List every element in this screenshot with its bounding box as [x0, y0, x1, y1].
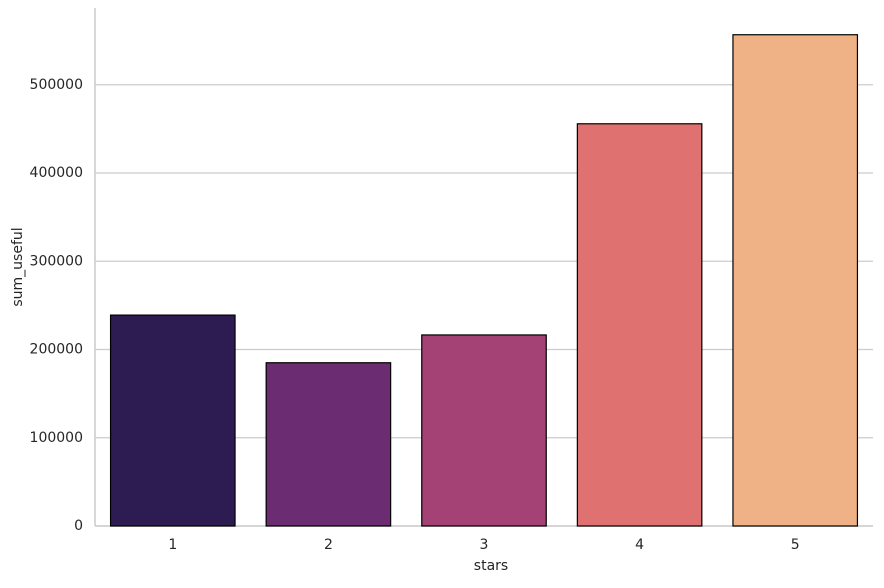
- bar: [732, 34, 859, 527]
- y-tick-label: 500000: [30, 77, 83, 93]
- x-tick-label: 4: [635, 537, 644, 553]
- x-tick-label: 3: [480, 537, 489, 553]
- bar: [576, 123, 703, 527]
- bar: [421, 334, 547, 527]
- bar: [109, 314, 236, 527]
- x-tick-label: 2: [324, 537, 333, 553]
- bar: [265, 362, 392, 527]
- x-tick-label: 1: [168, 537, 177, 553]
- y-tick-label: 300000: [30, 253, 83, 269]
- x-axis-label: stars: [474, 558, 508, 574]
- y-tick-label: 100000: [30, 430, 83, 446]
- y-tick-label: 0: [74, 518, 83, 534]
- x-tick-label: 5: [791, 537, 800, 553]
- y-axis-label: sum_useful: [10, 227, 26, 306]
- y-tick-label: 400000: [30, 165, 83, 181]
- y-tick-label: 200000: [30, 342, 83, 358]
